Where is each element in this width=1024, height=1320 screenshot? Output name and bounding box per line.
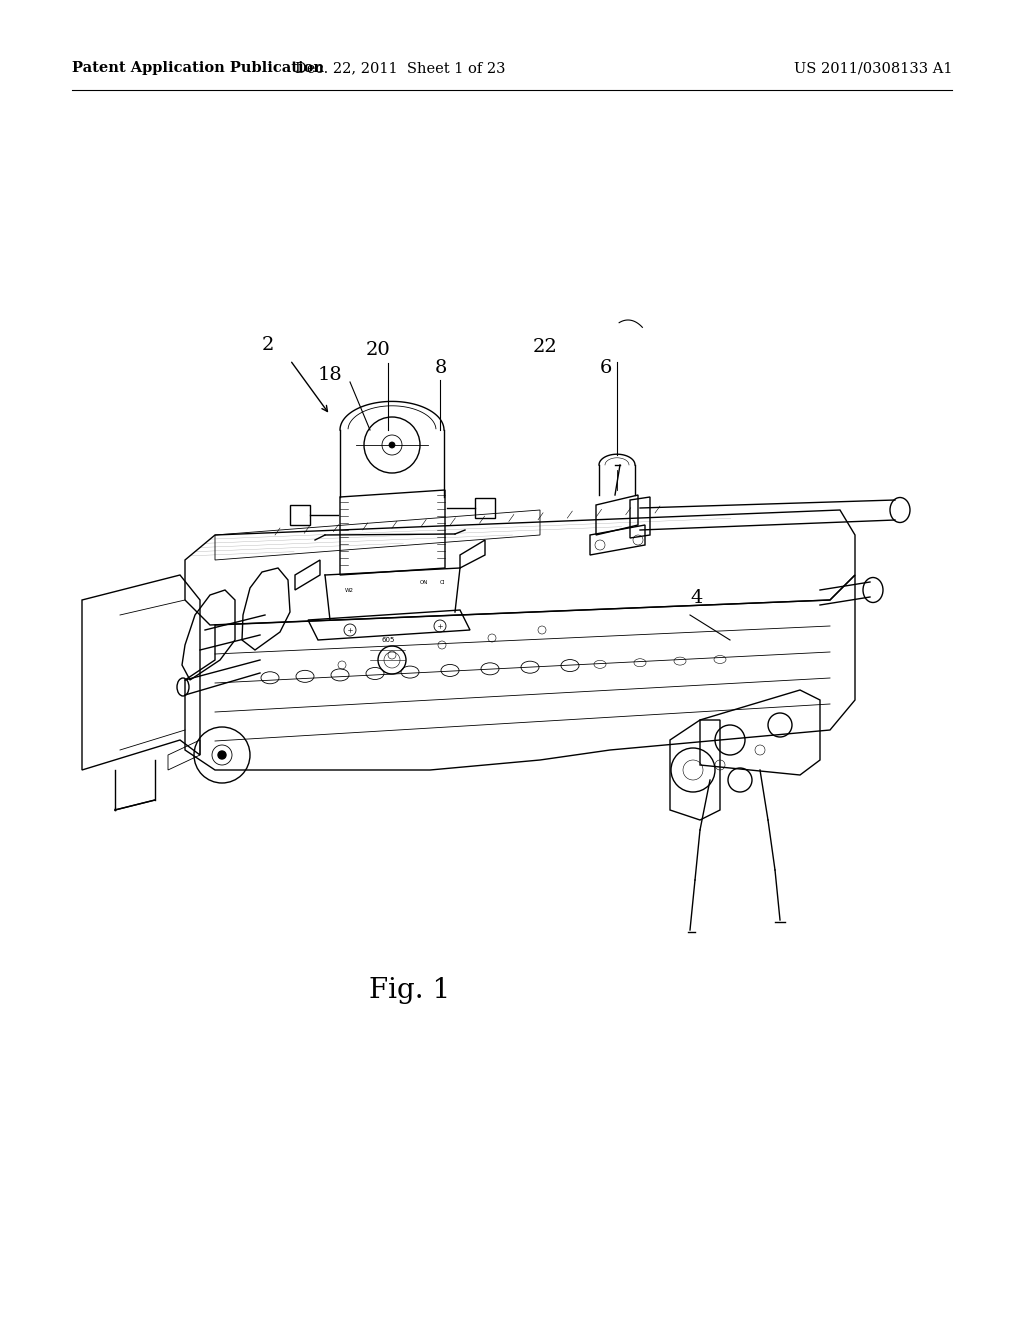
Text: 20: 20 xyxy=(366,341,390,359)
Text: 6: 6 xyxy=(600,359,612,378)
Text: CI: CI xyxy=(440,581,445,586)
Text: 22: 22 xyxy=(532,338,557,356)
Text: 2: 2 xyxy=(262,337,274,354)
Text: Patent Application Publication: Patent Application Publication xyxy=(72,61,324,75)
Text: W2: W2 xyxy=(345,587,354,593)
Text: Dec. 22, 2011  Sheet 1 of 23: Dec. 22, 2011 Sheet 1 of 23 xyxy=(295,61,505,75)
Circle shape xyxy=(389,442,395,447)
Text: 4: 4 xyxy=(690,589,702,607)
Text: 8: 8 xyxy=(435,359,447,378)
Text: 605: 605 xyxy=(381,638,394,643)
Text: Fig. 1: Fig. 1 xyxy=(370,977,451,1003)
Text: 18: 18 xyxy=(318,366,343,384)
Circle shape xyxy=(218,751,226,759)
Text: ON: ON xyxy=(420,581,428,586)
Text: US 2011/0308133 A1: US 2011/0308133 A1 xyxy=(794,61,952,75)
